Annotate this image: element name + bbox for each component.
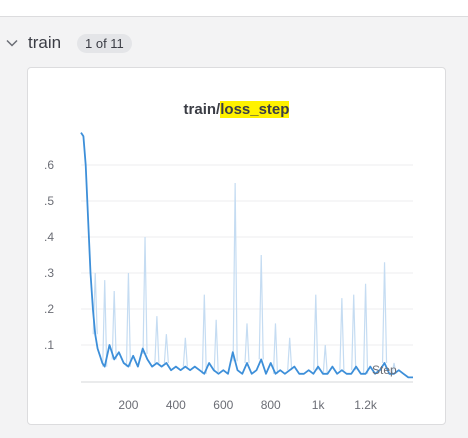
y-tick-label: .2	[44, 302, 54, 316]
section-header[interactable]: train 1 of 11	[0, 30, 468, 58]
raw-spike	[213, 319, 219, 373]
x-axis-label: Step	[372, 363, 397, 377]
section-title: train	[28, 33, 62, 52]
raw-spike	[111, 290, 117, 360]
raw-spike	[339, 298, 345, 371]
raw-spike	[142, 236, 148, 355]
x-tick-label: 1.2k	[354, 398, 378, 412]
raw-spike	[182, 337, 188, 367]
y-tick-label: .1	[44, 338, 54, 352]
raw-spike	[351, 294, 357, 371]
top-bar	[0, 0, 468, 17]
raw-spike	[287, 337, 293, 371]
raw-spike	[154, 316, 160, 364]
raw-spike	[232, 182, 238, 362]
panel-count-badge: 1 of 11	[77, 34, 132, 53]
raw-spike	[313, 294, 319, 371]
y-tick-label: .5	[44, 194, 54, 208]
raw-spike	[391, 362, 397, 374]
raw-spike	[362, 283, 369, 374]
chart-title: train/loss_step	[28, 101, 445, 118]
y-tick-label: .3	[44, 266, 54, 280]
chevron-down-icon[interactable]	[6, 37, 18, 49]
raw-spike	[163, 334, 169, 364]
raw-spike	[272, 323, 279, 374]
x-tick-label: 400	[166, 398, 186, 412]
loss-chart[interactable]: .1 .2 .3 .4 .5 .6 200 400 600 800 1k 1.2k Step	[28, 68, 446, 425]
raw-spike	[322, 344, 328, 374]
raw-spike	[244, 323, 250, 364]
raw-spike	[201, 294, 207, 374]
chart-title-highlight: loss_step	[220, 101, 290, 118]
x-tick-label: 200	[118, 398, 138, 412]
y-tick-label: .6	[44, 158, 54, 172]
raw-spike	[381, 262, 388, 364]
raw-spike	[102, 280, 108, 367]
chart-title-prefix: train/	[183, 101, 221, 118]
x-tick-label: 800	[261, 398, 281, 412]
raw-spike	[125, 272, 132, 367]
x-tick-label: 1k	[312, 398, 326, 412]
y-tick-label: .4	[44, 230, 54, 244]
x-tick-label: 600	[213, 398, 233, 412]
loss-series-line[interactable]	[80, 132, 413, 379]
raw-spike	[258, 254, 264, 360]
chart-panel[interactable]: train/loss_step .1 .2 .3 .4 .5 .6 200 400 600 800…	[27, 67, 446, 425]
